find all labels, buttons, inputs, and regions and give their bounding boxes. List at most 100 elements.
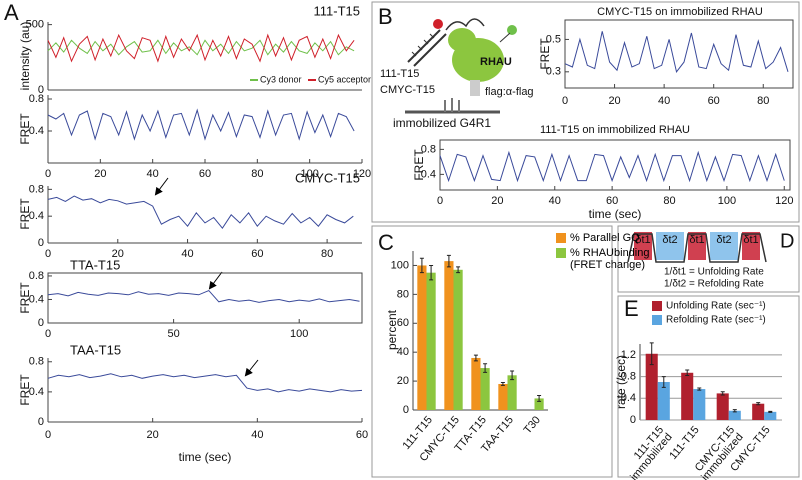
interval-label: δt1 (743, 234, 758, 246)
panel-letter: D (780, 230, 794, 252)
x-tick-label: 100 (290, 328, 308, 340)
legend-swatch (556, 248, 566, 258)
y-axis-label: intensity (au) (18, 22, 32, 91)
bar (480, 368, 490, 410)
error-bar (661, 376, 666, 388)
error-bar (685, 369, 690, 376)
plot-frame (564, 19, 794, 89)
bar (716, 393, 729, 420)
annotation-arrow (208, 271, 223, 290)
y-tick-label: 0 (38, 237, 44, 249)
chart-title: CMYC-T15 on immobilized RHAU (597, 6, 763, 18)
trace (439, 150, 785, 183)
panel-d-frame (617, 225, 800, 293)
y-tick-label: 0.4 (29, 210, 44, 222)
error-bar (768, 410, 773, 413)
y-tick-label: 0.4 (621, 392, 636, 404)
bar (764, 411, 777, 420)
bar (507, 375, 517, 410)
error-bar (649, 342, 654, 366)
chart-title: 111-T15 (314, 3, 361, 18)
bar (657, 382, 670, 420)
y-axis-label: rate (/sec) (614, 355, 628, 409)
y-tick-label: 0 (38, 416, 44, 428)
x-tick-label: 40 (147, 168, 159, 180)
trace (47, 195, 354, 230)
y-tick-label: 0.4 (421, 168, 436, 180)
y-tick-label: 0.8 (621, 370, 636, 382)
y-tick-label: 80 (397, 288, 409, 300)
y-tick-label: 0.8 (29, 93, 44, 105)
plot-frame (439, 139, 791, 191)
y-tick-label: 40 (397, 346, 409, 358)
chart-title: TTA-T15 (70, 257, 120, 272)
bar (534, 398, 544, 410)
legend-entry: % Parallel GQ (556, 232, 651, 244)
schematic-label: CMYC-T15 (380, 84, 435, 96)
panel-c-frame (371, 225, 613, 478)
error-bar (429, 264, 434, 281)
bar (471, 357, 481, 410)
trace (47, 108, 355, 141)
x-tick-label: 0 (45, 248, 51, 260)
chart-title: 111-T15 on immobilized RHAU (540, 124, 690, 136)
y-tick-label: 0.3 (546, 66, 561, 78)
bar (693, 389, 706, 420)
legend-label: % Parallel GQ (570, 232, 640, 244)
panel-letter: E (624, 296, 639, 321)
x-tick-label: 20 (491, 195, 503, 207)
x-tick-label: 50 (167, 328, 179, 340)
x-axis-label: time (sec) (589, 207, 642, 221)
x-tick-label: 80 (251, 168, 263, 180)
x-tick-label: 60 (356, 429, 368, 441)
y-tick-label: 0.8 (29, 356, 44, 368)
trace (47, 373, 363, 393)
x-tick-label: 20 (147, 429, 159, 441)
schematic (405, 18, 517, 114)
bar (426, 272, 436, 410)
y-tick-label: 0.4 (29, 386, 44, 398)
y-tick-label: 0.8 (29, 183, 44, 195)
interval-label: δt1 (689, 234, 704, 246)
y-tick-label: 20 (397, 375, 409, 387)
y-tick-label: 0.5 (546, 33, 561, 45)
legend-entry: % RHAUbinding (FRET change) (556, 247, 651, 271)
x-tick-label: 111-T15 (667, 424, 701, 462)
bar (498, 383, 508, 410)
bar (645, 353, 658, 420)
y-tick-label: 100 (391, 259, 409, 271)
y-axis-label: FRET (18, 113, 32, 145)
x-tick-label: T30 (522, 414, 543, 436)
error-bar (756, 402, 761, 406)
bar (752, 403, 765, 420)
y-tick-label: 0 (630, 414, 636, 426)
x-axis-label: time (sec) (179, 450, 232, 464)
rate-definition: 1/δt2 = Refolding Rate (664, 279, 764, 290)
x-tick-label: 40 (251, 429, 263, 441)
y-tick-label: 0 (38, 84, 44, 96)
y-axis-label: FRET (412, 149, 426, 181)
y-axis-label: FRET (18, 198, 32, 230)
x-tick-label: 60 (606, 195, 618, 207)
x-tick-label: 40 (549, 195, 561, 207)
x-tick-label: 60 (199, 168, 211, 180)
error-bar (697, 387, 702, 391)
legend-label: Cy5 acceptor (318, 74, 371, 84)
bar (444, 261, 454, 410)
bar (681, 372, 694, 420)
annotation-arrow (154, 177, 169, 196)
legend-label: Unfolding Rate (sec⁻¹) (666, 301, 766, 312)
x-tick-label: 80 (663, 195, 675, 207)
panel-letter: C (378, 230, 394, 255)
panel-b-frame (371, 1, 800, 223)
y-tick-label: 0 (403, 404, 409, 416)
error-bar (537, 395, 542, 402)
rate-definition: 1/δt1 = Unfolding Rate (664, 267, 764, 278)
chart-title: CMYC-T15 (295, 170, 360, 185)
y-tick-label: 0.8 (421, 143, 436, 155)
x-tick-label: 20 (112, 248, 124, 260)
trace (47, 290, 360, 303)
x-tick-label: 100 (300, 168, 318, 180)
